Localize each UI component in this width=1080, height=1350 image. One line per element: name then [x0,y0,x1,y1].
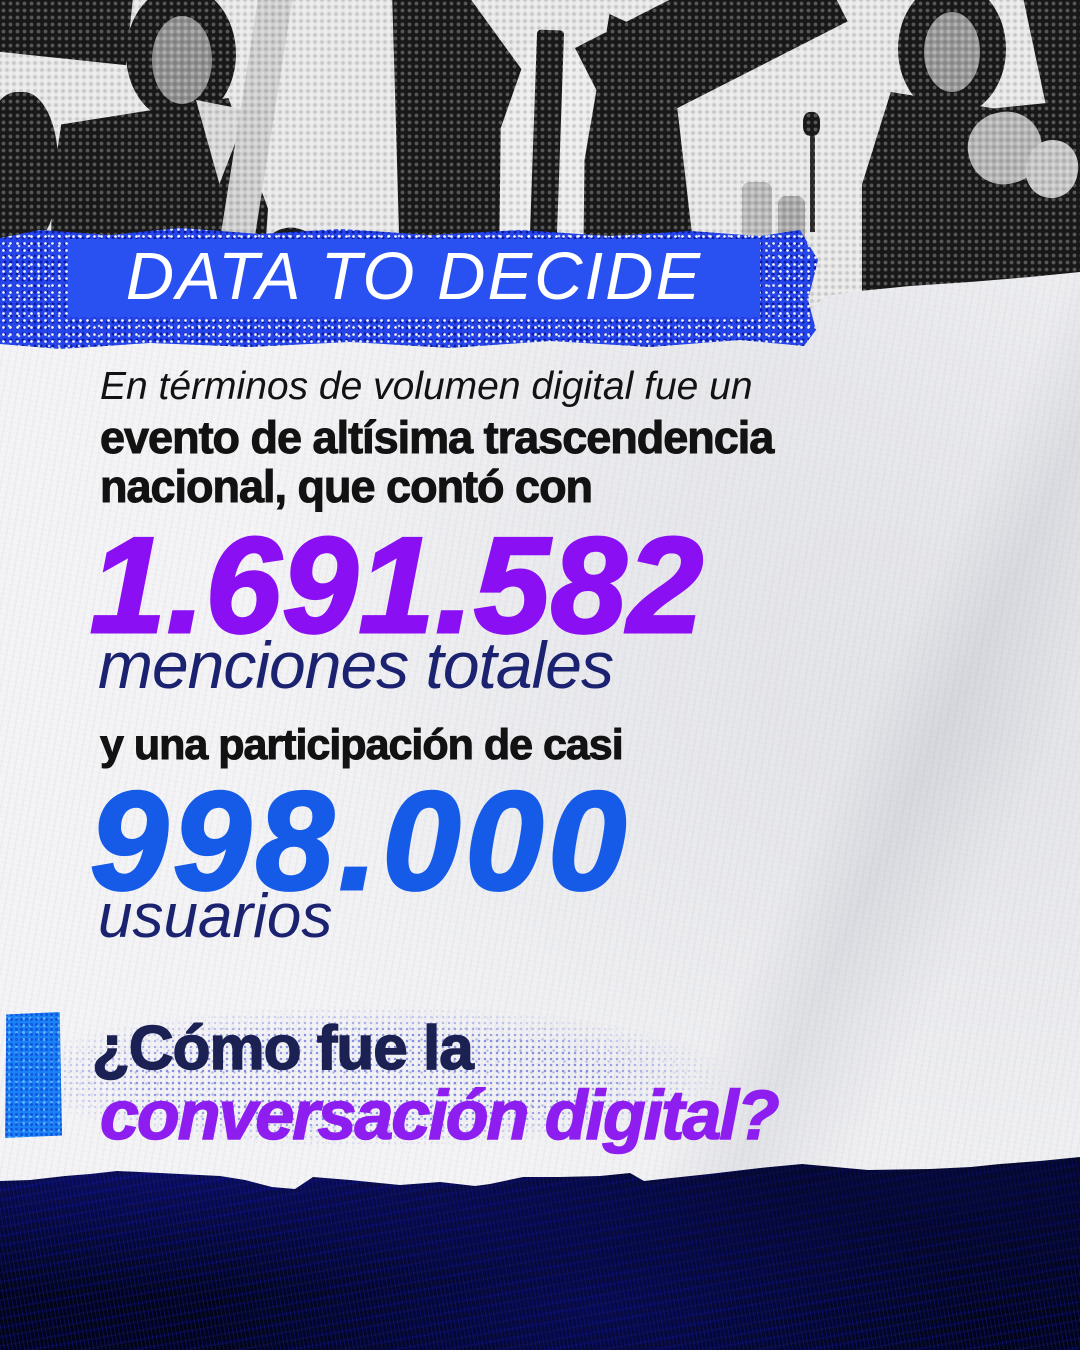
intro-line-bold-2: nacional, que contó con [99,461,593,512]
speaker-tie [528,29,565,267]
top-right-dark-corner [1022,0,1080,122]
bridge-line: y una participación de casi [100,721,625,769]
microphone-stand [810,128,815,232]
left-person-face [152,16,212,104]
raised-fist-silhouette [0,92,58,248]
accent-square [5,1012,62,1138]
right-person-head [898,0,1006,116]
microphone-head [803,112,820,136]
right-person-face [924,12,980,92]
mentions-count: 1.691.582 [88,509,705,661]
intro-line-italic: En términos de volumen digital fue un [100,365,753,408]
intro-line-bold-1: evento de altísima trascendencia [99,412,774,463]
mentions-label: menciones totales [98,628,614,702]
users-label: usuarios [98,882,333,951]
right-person-hands [959,103,1051,193]
left-person-collar [196,100,248,184]
right-person-hands [1021,135,1080,203]
top-left-dark-corner [0,0,134,66]
left-person-head [126,0,236,122]
question-line-2: conversación digital? [99,1076,780,1154]
blue-speckle-texture [50,996,810,1164]
users-count: 998.000 [88,762,632,919]
question-line-1: ¿Cómo fue la [91,1014,474,1083]
speaker-raised-arm [575,0,848,138]
banner-title: DATA TO DECIDE [125,238,703,314]
halftone-crowd-photo [0,0,1080,362]
flag-pole [216,0,294,267]
title-banner: DATA TO DECIDE [68,239,760,317]
